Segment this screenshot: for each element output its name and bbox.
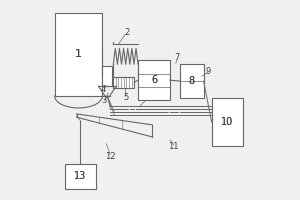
Bar (180, 64, 204, 98)
Bar (212, 98, 243, 146)
Text: 6: 6 (151, 75, 157, 85)
Bar (113, 77, 134, 88)
Text: 13: 13 (74, 171, 87, 181)
Text: 5: 5 (124, 93, 129, 102)
Text: 10: 10 (221, 117, 234, 127)
Bar (102, 66, 112, 86)
Text: 3: 3 (101, 96, 106, 105)
Text: 13: 13 (74, 171, 87, 181)
Text: 1: 1 (75, 49, 82, 59)
Text: 8: 8 (189, 76, 195, 86)
Text: 9: 9 (206, 67, 211, 76)
Text: 6: 6 (151, 75, 157, 85)
Text: 10: 10 (221, 117, 234, 127)
Bar (55, 13, 102, 96)
Text: 4: 4 (101, 85, 106, 94)
Bar (64, 164, 96, 189)
Text: 2: 2 (124, 28, 130, 37)
Text: 12: 12 (105, 152, 116, 161)
Text: 11: 11 (169, 142, 179, 151)
Text: 1: 1 (75, 49, 82, 59)
Bar (138, 60, 170, 100)
Text: 7: 7 (174, 53, 179, 62)
Text: 8: 8 (189, 76, 195, 86)
